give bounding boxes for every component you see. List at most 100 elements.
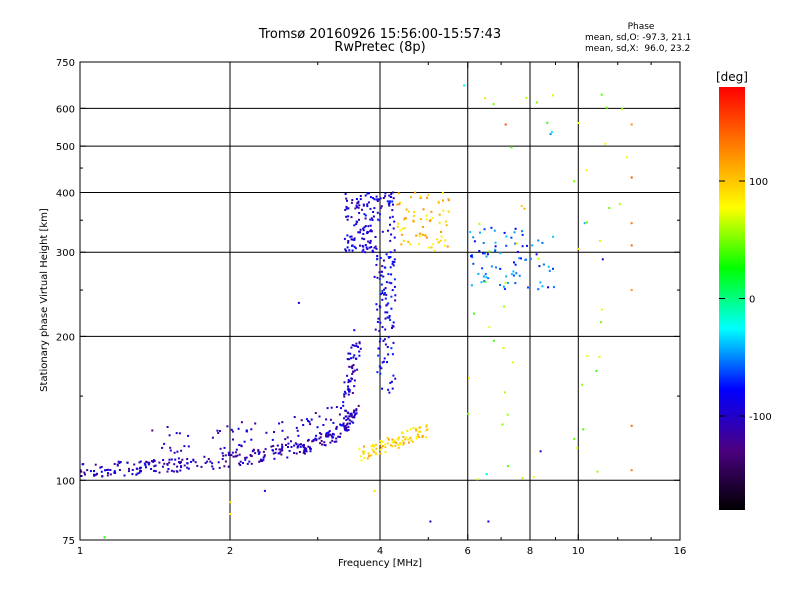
data-point <box>367 240 370 243</box>
data-point <box>438 213 441 216</box>
data-point <box>377 347 380 350</box>
data-point <box>338 413 341 416</box>
data-point <box>397 192 400 195</box>
data-point <box>392 374 395 377</box>
data-point <box>521 233 524 236</box>
data-point <box>358 212 361 214</box>
data-point <box>131 473 134 476</box>
data-point <box>535 101 538 104</box>
data-point <box>131 469 134 471</box>
data-point <box>396 225 399 228</box>
data-point <box>390 307 393 310</box>
data-point <box>343 417 345 420</box>
colorbar-unit-label: [deg] <box>716 70 748 84</box>
data-point <box>126 461 129 464</box>
data-point <box>499 252 502 255</box>
data-point <box>375 303 378 306</box>
data-point <box>381 265 384 268</box>
data-point <box>378 305 381 308</box>
data-point <box>390 295 393 298</box>
data-point <box>432 243 435 246</box>
data-point <box>409 436 412 439</box>
data-point <box>399 201 401 204</box>
data-point <box>421 233 424 236</box>
data-point <box>340 407 342 410</box>
data-point <box>347 381 350 384</box>
data-point <box>148 461 151 464</box>
data-point <box>297 301 300 304</box>
data-point <box>369 239 372 242</box>
data-point <box>393 285 396 288</box>
data-point <box>227 451 230 454</box>
data-point <box>504 281 507 284</box>
data-point <box>327 433 330 436</box>
data-point <box>513 231 516 234</box>
data-point <box>345 249 348 252</box>
data-point <box>404 217 407 220</box>
data-point <box>318 437 321 440</box>
data-point <box>380 446 383 449</box>
data-point <box>376 308 379 311</box>
data-point <box>83 471 86 474</box>
data-point <box>217 432 220 434</box>
data-point <box>405 436 408 439</box>
data-point <box>369 196 372 199</box>
data-point <box>355 409 358 412</box>
data-point <box>366 232 369 235</box>
data-point <box>344 429 347 432</box>
data-point <box>357 200 360 203</box>
data-point <box>351 238 354 241</box>
data-point <box>372 197 374 199</box>
data-point <box>495 266 497 269</box>
data-point <box>378 271 381 274</box>
data-point <box>310 418 313 421</box>
data-point <box>392 325 395 328</box>
x-tick-labels: 1 2 4 6 8 10 16 <box>77 546 687 557</box>
data-point <box>531 244 534 247</box>
data-point <box>351 367 354 370</box>
data-point <box>368 192 370 195</box>
data-point <box>335 427 338 430</box>
y-tick-label: 750 <box>56 58 75 69</box>
data-point <box>302 446 305 449</box>
data-point <box>358 354 361 357</box>
data-point <box>476 478 479 481</box>
data-point <box>248 460 251 463</box>
data-point <box>366 457 369 460</box>
data-point <box>585 169 588 172</box>
data-point <box>128 470 130 473</box>
data-point <box>204 462 207 464</box>
data-point <box>405 208 408 211</box>
data-point <box>179 469 182 472</box>
data-point <box>393 220 396 223</box>
data-point <box>332 433 335 436</box>
data-point <box>601 258 604 261</box>
data-point <box>281 443 284 446</box>
data-point <box>412 220 415 223</box>
data-point <box>444 220 447 223</box>
data-point <box>425 236 428 239</box>
data-point <box>187 467 190 470</box>
data-point <box>355 204 358 207</box>
data-point <box>447 198 450 201</box>
data-point <box>358 341 361 344</box>
data-point <box>415 435 418 438</box>
data-point <box>419 430 422 433</box>
data-point <box>595 369 598 372</box>
y-tick-label: 600 <box>56 104 75 115</box>
data-point <box>402 441 405 444</box>
data-point <box>438 221 441 224</box>
data-point <box>384 311 387 314</box>
data-point <box>586 221 588 224</box>
data-point <box>630 222 633 225</box>
data-point <box>106 474 109 477</box>
data-point <box>520 204 523 207</box>
data-point <box>502 285 505 288</box>
data-point <box>416 433 419 436</box>
data-point <box>537 257 540 260</box>
data-point <box>368 246 371 249</box>
data-point <box>353 245 356 248</box>
data-point <box>343 393 346 396</box>
data-point <box>364 225 367 228</box>
data-point <box>430 210 433 213</box>
